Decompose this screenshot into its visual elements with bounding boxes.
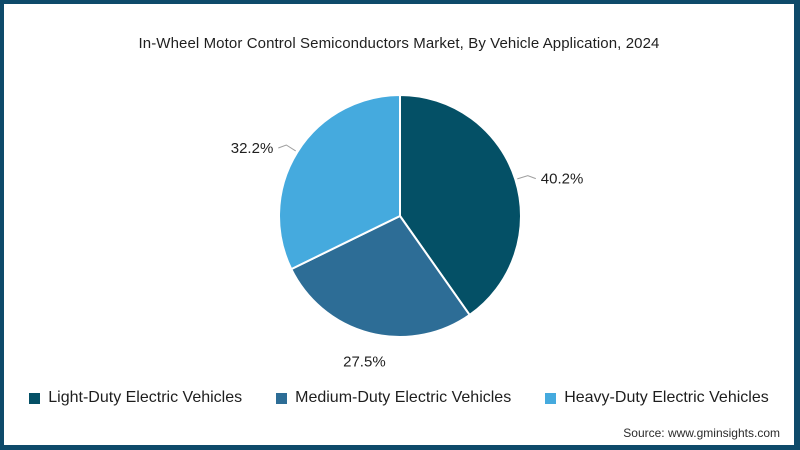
- legend-swatch-light-duty-icon: [29, 392, 41, 404]
- legend-label: Medium-Duty Electric Vehicles: [295, 389, 512, 406]
- pie-chart: 40.2% 27.5% 32.2%: [231, 94, 584, 371]
- slice-value-label: 40.2%: [541, 171, 584, 188]
- source-attribution: Source: www.gminsights.com: [623, 426, 780, 440]
- legend-swatch-heavy-duty-icon: [545, 392, 557, 404]
- label-leader-line: [278, 144, 296, 152]
- legend-item-light-duty: Light-Duty Electric Vehicles: [29, 389, 242, 407]
- label-leader-line: [517, 175, 536, 180]
- pie-slice-medium-duty-electric-vehicles: [290, 215, 471, 338]
- legend: Light-Duty Electric Vehicles Medium-Duty…: [4, 389, 794, 407]
- chart-title: In-Wheel Motor Control Semiconductors Ma…: [138, 35, 660, 52]
- slice-value-label: 32.2%: [231, 140, 274, 157]
- legend-label: Light-Duty Electric Vehicles: [48, 389, 243, 406]
- legend-swatch-medium-duty-icon: [276, 392, 288, 404]
- pie-slice-heavy-duty-electric-vehicles: [278, 94, 401, 271]
- slice-value-label: 27.5%: [343, 354, 386, 371]
- legend-item-medium-duty: Medium-Duty Electric Vehicles: [276, 389, 511, 407]
- legend-label: Heavy-Duty Electric Vehicles: [564, 389, 769, 406]
- pie-slice-light-duty-electric-vehicles: [399, 94, 522, 316]
- legend-item-heavy-duty: Heavy-Duty Electric Vehicles: [545, 389, 769, 407]
